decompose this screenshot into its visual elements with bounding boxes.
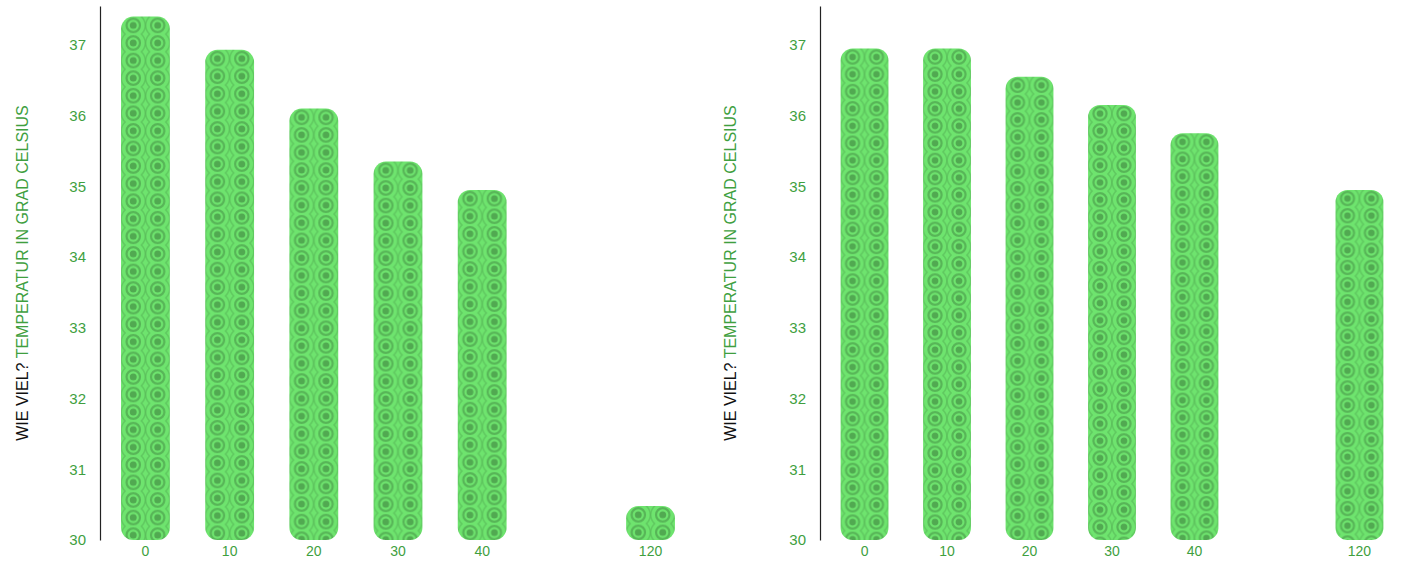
- y-tick: 30: [69, 531, 100, 548]
- x-tick: 10: [939, 540, 955, 559]
- bar: [121, 17, 170, 540]
- bar: [841, 48, 889, 540]
- y-axis: 30 31 32 33 34 35 36 37: [69, 7, 100, 549]
- bar: [923, 48, 971, 540]
- x-tick: 120: [1348, 540, 1372, 559]
- tick-label: 40: [474, 543, 490, 559]
- tick-label: 34: [789, 248, 806, 265]
- x-tick: 30: [1104, 540, 1120, 559]
- panel: 30 31 32 33 34 35 36 37 0 10 20 30 40 120 WIE VIEL? TE…: [14, 7, 675, 559]
- x-tick: 20: [1022, 540, 1038, 559]
- y-axis: 30 31 32 33 34 35 36 37: [789, 7, 820, 549]
- tick-label: 120: [639, 543, 663, 559]
- y-axis-title-part: WIE VIEL?: [722, 362, 739, 440]
- y-tick: 31: [789, 461, 820, 478]
- tick-label: 40: [1187, 543, 1203, 559]
- bars: [841, 48, 1384, 540]
- tick-label: 37: [69, 36, 86, 53]
- bar: [374, 162, 423, 540]
- tick-label: 33: [789, 319, 806, 336]
- y-tick: 37: [789, 36, 820, 53]
- y-tick: 31: [69, 461, 100, 478]
- y-tick: 37: [69, 36, 100, 53]
- x-axis: 0 10 20 30 40 120: [861, 540, 1372, 559]
- x-tick: 30: [390, 540, 406, 559]
- y-tick: 33: [69, 319, 100, 336]
- tick-label: 30: [69, 531, 86, 548]
- x-tick: 10: [222, 540, 238, 559]
- y-tick: 30: [789, 531, 820, 548]
- tick-label: 20: [1022, 543, 1038, 559]
- tick-label: 36: [789, 107, 806, 124]
- bar: [458, 190, 507, 540]
- y-axis-title-part: WIE VIEL?: [14, 362, 31, 440]
- tick-label: 120: [1348, 543, 1372, 559]
- y-tick: 35: [789, 178, 820, 195]
- x-axis: 0 10 20 30 40 120: [142, 540, 663, 559]
- tick-label: 32: [69, 390, 86, 407]
- tick-label: 10: [939, 543, 955, 559]
- y-tick: 33: [789, 319, 820, 336]
- tick-label: 30: [390, 543, 406, 559]
- tick-label: 36: [69, 107, 86, 124]
- y-axis-title: WIE VIEL? TEMPERATUR IN GRAD CELSIUS: [14, 105, 31, 440]
- bars: [121, 17, 675, 540]
- bar: [1171, 133, 1219, 540]
- tick-label: 0: [861, 543, 869, 559]
- bar: [289, 109, 338, 540]
- y-tick: 36: [789, 107, 820, 124]
- x-tick: 40: [1187, 540, 1203, 559]
- x-tick: 20: [306, 540, 322, 559]
- tick-label: 20: [306, 543, 322, 559]
- y-axis-title: WIE VIEL? TEMPERATUR IN GRAD CELSIUS: [722, 105, 739, 440]
- x-tick: 0: [142, 540, 150, 559]
- x-tick: 40: [474, 540, 490, 559]
- tick-label: 30: [789, 531, 806, 548]
- y-axis-title-part: TEMPERATUR IN GRAD CELSIUS: [14, 105, 31, 362]
- y-tick: 36: [69, 107, 100, 124]
- tick-label: 35: [789, 178, 806, 195]
- tick-label: 31: [789, 461, 806, 478]
- bar: [205, 50, 254, 540]
- bar: [1006, 77, 1054, 540]
- y-axis-title-part: TEMPERATUR IN GRAD CELSIUS: [722, 105, 739, 362]
- y-tick: 35: [69, 178, 100, 195]
- tick-label: 34: [69, 248, 86, 265]
- bar: [626, 506, 675, 540]
- tick-label: 10: [222, 543, 238, 559]
- y-tick: 32: [69, 390, 100, 407]
- tick-label: 0: [142, 543, 150, 559]
- tick-label: 37: [789, 36, 806, 53]
- tick-label: 33: [69, 319, 86, 336]
- tick-label: 31: [69, 461, 86, 478]
- tick-label: 30: [1104, 543, 1120, 559]
- x-tick: 120: [639, 540, 663, 559]
- bar: [1336, 190, 1384, 540]
- bar: [1088, 105, 1136, 540]
- chart-canvas: 30 31 32 33 34 35 36 37 0 10 20 30 40 120 WIE VIEL? TE…: [0, 0, 1416, 562]
- y-tick: 32: [789, 390, 820, 407]
- panel: 30 31 32 33 34 35 36 37 0 10 20 30 40 120 WIE VIEL? TE…: [722, 7, 1383, 559]
- y-tick: 34: [789, 248, 820, 265]
- x-tick: 0: [861, 540, 869, 559]
- tick-label: 35: [69, 178, 86, 195]
- y-tick: 34: [69, 248, 100, 265]
- tick-label: 32: [789, 390, 806, 407]
- axis-line: [100, 7, 101, 541]
- axis-line: [820, 7, 821, 541]
